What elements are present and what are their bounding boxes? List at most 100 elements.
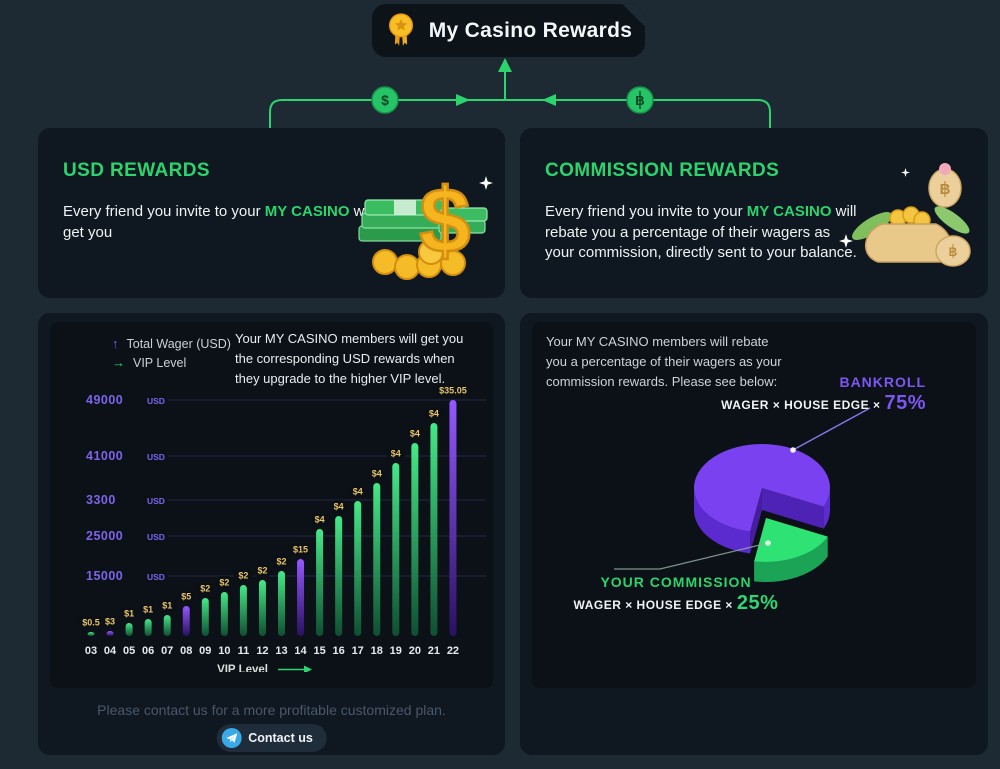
bar-value-pill [405, 427, 425, 440]
bar-value-pill [252, 564, 273, 577]
bar-level-03 [87, 632, 95, 636]
bar-level-17 [354, 501, 362, 636]
contact-us-button[interactable]: Contact us [216, 724, 327, 752]
svg-text:$: $ [419, 170, 470, 272]
usd-rewards-card: USD REWARDS Every friend you invite to y… [38, 128, 505, 410]
rewards-flow-connector: $ B [269, 58, 771, 128]
bar-level-08 [182, 606, 190, 636]
bar-value-label: $15 [293, 545, 308, 555]
x-tick-label: 03 [85, 645, 97, 657]
svg-text:B: B [940, 181, 951, 198]
y-tick-unit: USD [147, 572, 165, 582]
x-tick-label: 11 [238, 645, 250, 657]
right-arrow-icon: → [112, 355, 125, 370]
y-tick-unit: USD [147, 396, 165, 406]
bar-value-pill [367, 467, 387, 480]
page-title-card: My Casino Rewards [372, 4, 645, 57]
up-arrow-icon [498, 58, 512, 72]
bar-level-15 [316, 529, 324, 636]
chart-legend: ↑ Total Wager (USD) → VIP Level [112, 334, 231, 372]
bar-value-pill [386, 447, 406, 460]
bar-value-label: $4 [429, 409, 439, 419]
commission-pie-chart [614, 407, 871, 582]
bitcoin-coin-icon: B [626, 86, 654, 114]
bar-value-pill [195, 582, 215, 595]
slice-name: YOUR COMMISSION [600, 574, 752, 590]
y-tick-unit: USD [147, 496, 165, 506]
x-tick-label: 10 [218, 645, 230, 657]
svg-text:B: B [635, 93, 644, 108]
bar-value-pill [348, 485, 368, 498]
usd-rewards-title: USD REWARDS [63, 160, 210, 181]
usd-chart-card: ↑ Total Wager (USD) → VIP Level Your MY … [38, 313, 505, 755]
bar-chart-panel: ↑ Total Wager (USD) → VIP Level Your MY … [50, 322, 493, 688]
commission-rewards-card: COMMISSION REWARDS Every friend you invi… [520, 128, 988, 298]
svg-text:$: $ [381, 92, 389, 108]
page-title: My Casino Rewards [428, 18, 633, 42]
brand-name: MY CASINO [746, 203, 832, 220]
bar-value-label: $35.05 [439, 386, 467, 396]
bar-value-pill [424, 407, 444, 420]
formula-text: WAGER × HOUSE EDGE × [573, 598, 733, 612]
bar-level-20 [411, 443, 419, 636]
bankroll-percentage: 75% [884, 392, 926, 414]
medal-icon [388, 12, 413, 46]
contact-button-label: Contact us [248, 731, 313, 745]
y-tick-label: 49000 [86, 393, 123, 407]
x-tick-label: 19 [390, 645, 402, 657]
bar-level-22 [449, 400, 457, 636]
commission-formula: WAGER × HOUSE EDGE × 25% [542, 592, 810, 615]
y-tick-unit: USD [147, 532, 165, 542]
x-tick-label: 17 [352, 645, 364, 657]
y-tick-unit: USD [147, 452, 165, 462]
bar-value-label: $0.5 [82, 618, 100, 628]
x-tick-label: 06 [142, 645, 154, 657]
y-tick-label: 3300 [86, 493, 116, 507]
brand-name: MY CASINO [264, 203, 350, 220]
left-arrow-icon [542, 94, 556, 106]
x-tick-label: 16 [333, 645, 345, 657]
bar-value-label: $2 [200, 584, 210, 594]
x-axis-label: VIP Level [217, 664, 268, 672]
bar-value-pill [309, 513, 330, 526]
bar-level-14 [297, 559, 305, 636]
legend-item-vip-level: → VIP Level [112, 353, 231, 372]
x-tick-label: 13 [275, 645, 287, 657]
bar-value-pill [76, 616, 106, 629]
bar-value-pill [288, 543, 313, 556]
svg-text:B: B [949, 245, 958, 259]
sparkle-icon [901, 168, 910, 177]
bar-value-pill [157, 599, 177, 612]
bar-value-label: $3 [105, 617, 115, 627]
bar-chart-note: Your MY CASINO members will get you the … [235, 329, 463, 389]
bankroll-slice-label: BANKROLL WAGER × HOUSE EDGE × 75% [721, 374, 926, 415]
bar-value-label: $2 [257, 566, 267, 576]
desc-text: Every friend you invite to your [545, 203, 743, 220]
x-tick-label: 14 [294, 645, 307, 657]
contact-note: Please contact us for a more profitable … [97, 702, 446, 718]
bar-value-label: $1 [162, 601, 172, 611]
bar-value-pill [100, 615, 120, 628]
bar-value-pill [176, 590, 196, 603]
bar-value-label: $2 [219, 578, 229, 588]
bar-level-10 [220, 592, 228, 636]
bar-level-19 [392, 463, 400, 636]
note-line: they upgrade to the higher VIP level. [235, 371, 446, 387]
sparkle-icon [479, 176, 493, 190]
bar-level-11 [239, 585, 247, 636]
y-tick-label: 25000 [86, 529, 123, 543]
x-tick-label: 04 [104, 645, 117, 657]
bar-level-05 [125, 623, 133, 636]
commission-rewards-title: COMMISSION REWARDS [545, 160, 780, 181]
x-tick-label: 12 [256, 645, 268, 657]
bar-level-09 [201, 598, 209, 636]
desc-text: will rebate you a percentage of their wa… [545, 203, 857, 262]
x-tick-label: 09 [199, 645, 211, 657]
bar-level-18 [373, 483, 381, 636]
bar-level-21 [430, 423, 438, 636]
pie-chart-note: Your MY CASINO members will rebate you a… [546, 332, 782, 392]
x-tick-label: 07 [161, 645, 173, 657]
bar-value-label: $4 [353, 487, 363, 497]
bar-value-label: $4 [410, 429, 420, 439]
bar-value-label: $5 [181, 592, 191, 602]
